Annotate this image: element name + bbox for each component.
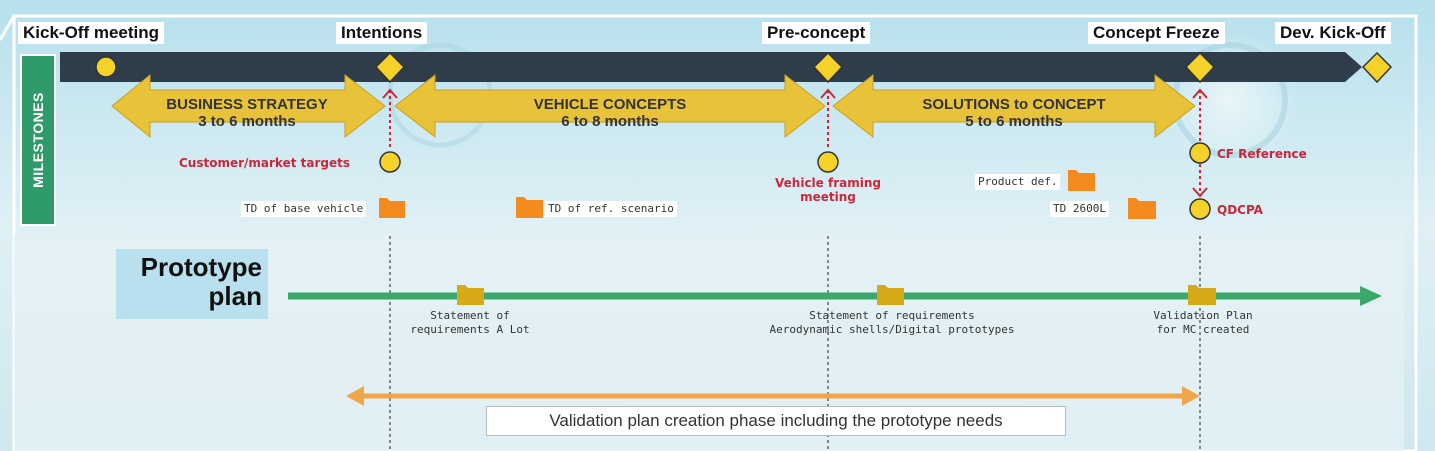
folder-icon	[457, 285, 484, 305]
event-label-cf-reference: CF Reference	[1217, 147, 1307, 161]
milestone-circle-kickoff	[95, 56, 117, 78]
doc-label-td-ref-scenario: TD of ref. scenario	[545, 201, 677, 217]
folder-icon	[1128, 198, 1156, 219]
milestone-label-concept-freeze: Concept Freeze	[1088, 22, 1225, 44]
milestone-label-dev-kickoff: Dev. Kick-Off	[1275, 22, 1391, 44]
phase-arrow-vehicle-concepts	[394, 73, 826, 139]
folder-icon	[379, 198, 405, 218]
milestone-label-preconcept: Pre-concept	[762, 22, 871, 44]
event-circle-cf-reference	[1189, 142, 1211, 164]
folder-icon	[516, 197, 543, 218]
phase-name: SOLUTIONS to CONCEPT	[922, 96, 1106, 113]
phase-arrow-business-strategy	[111, 73, 386, 139]
event-circle-vehicle-framing	[817, 151, 839, 173]
milestone-diamond-intentions	[374, 51, 406, 84]
phase-duration: 3 to 6 months	[198, 113, 296, 130]
phase-duration: 6 to 8 months	[561, 113, 659, 130]
milestone-label-kickoff: Kick-Off meeting	[18, 22, 165, 44]
phase-duration: 5 to 6 months	[965, 113, 1063, 130]
doc-label-product-def: Product def.	[975, 174, 1061, 190]
milestone-label-intentions: Intentions	[336, 22, 428, 44]
milestones-side-label: MILESTONES	[20, 54, 56, 226]
prototype-item-label: Statement of requirements Aerodynamic sh…	[769, 309, 1015, 336]
phase-arrow-solutions-to-concept	[832, 73, 1196, 139]
validation-phase-label: Validation plan creation phase including…	[486, 406, 1066, 436]
milestone-diamond-preconcept	[812, 51, 844, 84]
prototype-item-label: Statement of requirements A Lot	[410, 309, 530, 336]
folder-icon	[1188, 285, 1216, 305]
event-circle-customer-targets	[379, 151, 401, 173]
phase-name: VEHICLE CONCEPTS	[533, 96, 687, 113]
phase-vehicle-concepts: VEHICLE CONCEPTS 6 to 8 months	[534, 96, 687, 130]
milestone-bar	[60, 52, 1362, 82]
doc-label-td-base-vehicle: TD of base vehicle	[241, 201, 367, 217]
event-label-vehicle-framing: Vehicle framing meeting	[775, 176, 881, 204]
phase-solutions-to-concept: SOLUTIONS to CONCEPT 5 to 6 months	[922, 96, 1105, 130]
phase-business-strategy: BUSINESS STRATEGY 3 to 6 months	[166, 96, 327, 130]
event-label-qdcpa: QDCPA	[1217, 203, 1263, 217]
prototype-plan-title: Prototype plan	[116, 249, 268, 319]
folder-icon	[1068, 170, 1095, 191]
phase-name: BUSINESS STRATEGY	[166, 96, 328, 113]
milestone-diamond-dev-kickoff	[1361, 51, 1393, 84]
prototype-item-label: Validation Plan for MC created	[1153, 309, 1253, 336]
event-circle-qdcpa	[1189, 198, 1211, 220]
event-label-customer-targets: Customer/market targets	[179, 156, 351, 170]
milestone-diamond-concept-freeze	[1184, 51, 1216, 84]
doc-label-td-2600l: TD 2600L	[1050, 201, 1109, 217]
folder-icon	[877, 285, 904, 305]
